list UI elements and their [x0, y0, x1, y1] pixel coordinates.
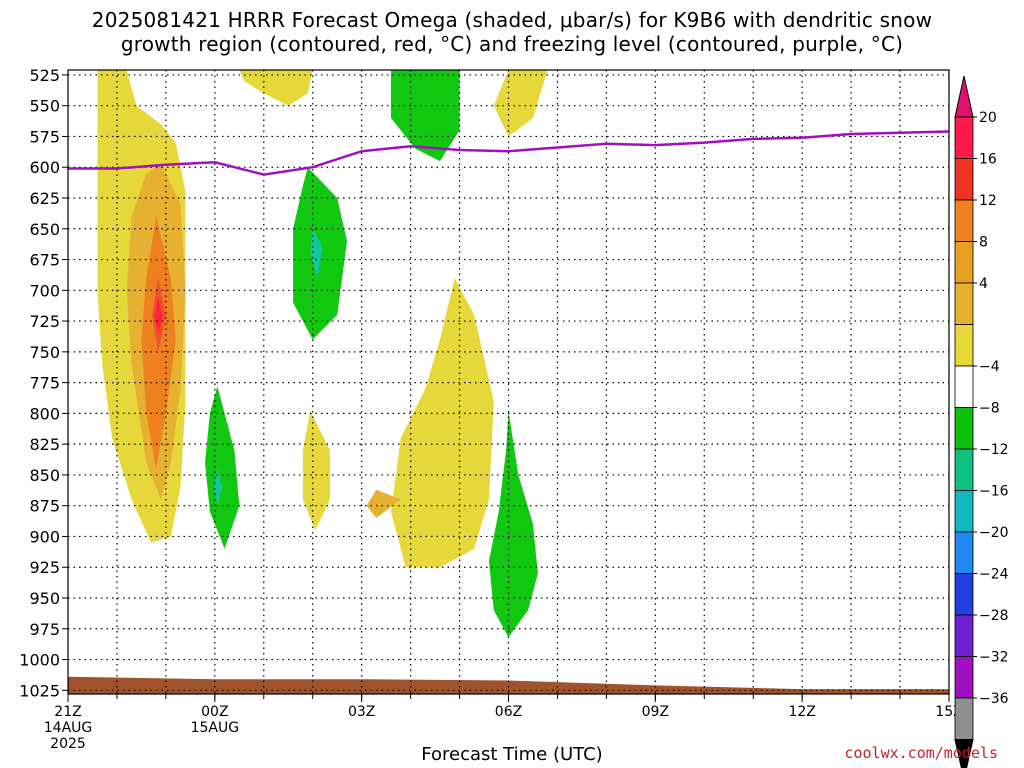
omega-region-9 [366, 489, 401, 518]
colorbar-swatch-14 [954, 697, 974, 740]
ytick-label-900: 900 [29, 527, 60, 546]
ytick-label-800: 800 [29, 404, 60, 423]
ytick-label-725: 725 [29, 312, 60, 331]
y-axis: 525 550 575 600 625 650 675 700 725 750 775 800 825 8… [19, 66, 68, 700]
colorbar-label-10: −24 [979, 567, 1009, 583]
ytick-label-650: 650 [29, 220, 60, 239]
omega-region-5 [239, 70, 313, 106]
colorbar-swatch-3 [954, 241, 974, 284]
colorbar-swatch-2 [954, 199, 974, 242]
colorbar-swatch-6 [954, 365, 974, 408]
ytick-label-600: 600 [29, 158, 60, 177]
colorbar-swatch-8 [954, 448, 974, 491]
colorbar-swatch-9 [954, 490, 974, 533]
ytick-label-975: 975 [29, 620, 60, 639]
colorbar-swatch-7 [954, 407, 974, 450]
colorbar: 20 16 12 8 4 −4 −8 −12 −16 −20 −24 −28 −32 −36 [954, 75, 1009, 768]
contour-layer [68, 130, 950, 176]
colorbar-label-2: 12 [979, 193, 997, 209]
colorbar-label-1: 16 [979, 152, 997, 168]
ytick-label-700: 700 [29, 281, 60, 300]
xtick-sublabel-21Z-1: 2025 [50, 736, 86, 752]
freezing-level-line [68, 130, 950, 176]
ytick-label-850: 850 [29, 466, 60, 485]
colorbar-swatch-0 [954, 116, 974, 159]
omega-region-15 [488, 410, 538, 638]
ytick-label-575: 575 [29, 127, 60, 146]
omega-region-8 [302, 410, 330, 531]
colorbar-label-13: −36 [979, 691, 1009, 707]
colorbar-label-8: −16 [979, 484, 1009, 500]
colorbar-swatch-13 [954, 656, 974, 699]
ytick-label-750: 750 [29, 343, 60, 362]
xtick-sublabel-00Z-0: 15AUG [191, 720, 240, 736]
xtick-label-09Z: 09Z [642, 704, 669, 720]
grid-layer [68, 70, 949, 694]
ytick-label-625: 625 [29, 189, 60, 208]
xtick-label-21Z: 21Z [54, 704, 81, 720]
ytick-label-675: 675 [29, 251, 60, 270]
colorbar-label-4: 4 [979, 276, 988, 292]
xtick-label-03Z: 03Z [348, 704, 375, 720]
chart-title: 2025081421 HRRR Forecast Omega (shaded, … [0, 8, 1024, 56]
colorbar-swatch-11 [954, 573, 974, 616]
ytick-label-875: 875 [29, 497, 60, 516]
title-line-2: growth region (contoured, red, °C) and f… [120, 32, 904, 56]
colorbar-swatch-5 [954, 324, 974, 367]
colorbar-label-5: −4 [979, 359, 1000, 375]
ytick-label-1000: 1000 [19, 651, 60, 670]
ytick-label-525: 525 [29, 66, 60, 85]
colorbar-top-arrow [954, 75, 974, 118]
ytick-label-825: 825 [29, 435, 60, 454]
x-axis-label: Forecast Time (UTC) [421, 744, 603, 765]
omega-region-14 [213, 468, 223, 506]
colorbar-label-3: 8 [979, 235, 988, 251]
ytick-label-550: 550 [29, 97, 60, 116]
omega-region-13 [205, 386, 240, 549]
colorbar-swatch-12 [954, 614, 974, 657]
credit-link[interactable]: coolwx.com/models [844, 744, 998, 762]
xtick-label-06Z: 06Z [495, 704, 522, 720]
colorbar-label-9: −20 [979, 525, 1009, 541]
omega-region-4 [154, 296, 163, 334]
colorbar-label-0: 20 [979, 110, 997, 126]
colorbar-label-7: −12 [979, 442, 1009, 458]
title-line-1: 2025081421 HRRR Forecast Omega (shaded, … [91, 8, 933, 32]
colorbar-swatch-1 [954, 158, 974, 201]
colorbar-label-12: −32 [979, 650, 1009, 666]
xtick-label-00Z: 00Z [201, 704, 228, 720]
xtick-sublabel-21Z-0: 14AUG [44, 720, 93, 736]
ytick-label-950: 950 [29, 589, 60, 608]
colorbar-bottom-arrow [954, 739, 974, 768]
omega-region-12 [310, 228, 323, 278]
colorbar-label-6: −8 [979, 401, 1000, 417]
colorbar-label-11: −28 [979, 608, 1009, 624]
omega-region-10 [391, 70, 460, 162]
omega-region-6 [493, 70, 548, 137]
ytick-label-1025: 1025 [19, 681, 60, 700]
ytick-label-925: 925 [29, 558, 60, 577]
xtick-label-12Z: 12Z [788, 704, 815, 720]
ytick-label-775: 775 [29, 374, 60, 393]
colorbar-swatch-4 [954, 282, 974, 325]
omega-fill-layer [68, 70, 949, 694]
colorbar-swatch-10 [954, 531, 974, 574]
omega-region-7 [391, 278, 494, 568]
terrain-fill [68, 676, 949, 694]
